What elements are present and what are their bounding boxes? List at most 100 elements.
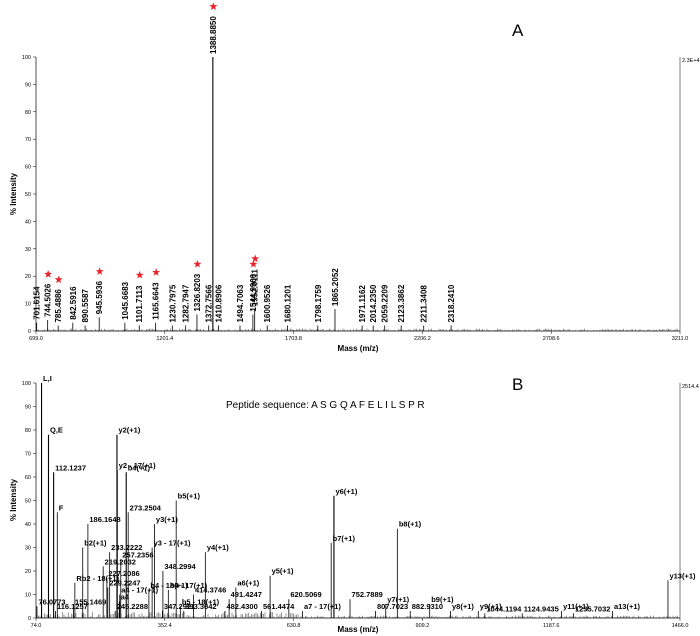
panel-b-y-tick-label: 90 [25, 405, 31, 411]
peak-star-marker [44, 270, 53, 278]
panel-a-y-tick-label: 10 [25, 302, 31, 308]
peak-label: 1372.7566 [205, 284, 214, 322]
peak-label: y13(+1) [669, 571, 696, 580]
peak-label: 116.1257 [57, 602, 88, 611]
peak-label: b7(+1) [333, 534, 356, 543]
panel-a-x-tick-label: 2708.6 [543, 336, 560, 342]
peak-label: 1494.7063 [236, 284, 245, 322]
peak-label: 1230.7975 [168, 284, 177, 322]
panel-b-y-tick-label: 70 [25, 452, 31, 458]
peak-label: 1410.8906 [215, 284, 224, 322]
peak-label: 785.4886 [54, 289, 63, 323]
peak-label: y3 - 17(+1) [154, 539, 191, 548]
panel-b-x-tick-label: 630.8 [287, 623, 301, 629]
peak-label: 701.6154 [33, 286, 42, 320]
peak-star-marker [249, 259, 258, 268]
peak-label: y4(+1) [207, 543, 229, 552]
peak-label: 348.2994 [164, 562, 196, 571]
peak-label: b4(+1) [128, 463, 151, 472]
panel-a-y-tick-label: 70 [25, 137, 31, 143]
peak-label: a7 - 17(+1) [304, 602, 341, 611]
peak-label: 1235.7032 [575, 604, 610, 613]
panel-a-right-scale-label: 2.3E+4 [682, 58, 700, 64]
peak-label: y11(+1) [563, 602, 589, 611]
panel-b-y-tick-label: 60 [25, 475, 31, 481]
peak-label: 1101.7113 [135, 285, 144, 322]
panel-b-y-tick-label: 0 [28, 616, 31, 622]
peak-label: 1544.9900 [249, 273, 258, 311]
peak-label: 1552.0111 [251, 269, 260, 306]
panel-a-y-axis-label: % Intensity [9, 172, 18, 215]
peak-label: y8(+1) [452, 602, 474, 611]
peak-label: 842.5916 [69, 286, 78, 320]
peak-label: 1600.9526 [263, 284, 272, 322]
peak-label: 186.1648 [89, 515, 120, 524]
peak-label: 2318.2410 [447, 284, 456, 322]
peak-label: 561.4474 [263, 602, 295, 611]
peak-label: 227.2086 [108, 569, 139, 578]
panel-a-x-tick-label: 2206.2 [414, 336, 431, 342]
panel-a-y-tick-label: 50 [25, 192, 31, 198]
panel-b-x-tick-label: 74.0 [31, 623, 42, 629]
peak-label: y5(+1) [272, 567, 294, 576]
panel-a-y-tick-label: 60 [25, 165, 31, 171]
panel-b-y-tick-label: 50 [25, 499, 31, 505]
peak-label: 482.4300 [226, 602, 257, 611]
panel-a-letter: A [512, 21, 524, 40]
panel-b-x-tick-label: 1466.0 [672, 623, 689, 629]
peak-label: 393.3642 [185, 602, 216, 611]
peak-label: a6(+1) [237, 578, 259, 587]
peak-label: a4 - 17(+1) [121, 586, 158, 595]
peak-label: 1045.6683 [121, 281, 130, 319]
peak-label: 76.0773 [38, 597, 65, 606]
peak-label: 752.7889 [352, 590, 383, 599]
panel-a-x-axis-label: Mass (m/z) [338, 344, 379, 353]
peak-label: Q,E [50, 426, 63, 435]
panel-a-y-tick-label: 80 [25, 110, 31, 116]
peak-label: 273.2504 [130, 503, 162, 512]
peak-label: 1388.8850 [209, 16, 218, 54]
panel-a-y-tick-label: 30 [25, 247, 31, 253]
panel-b-y-tick-label: 40 [25, 522, 31, 528]
peak-label: 414.3746 [195, 586, 226, 595]
peak-label: y6(+1) [335, 487, 357, 496]
panel-b-peptide-sequence: Peptide sequence: A S G Q A F E L I L S … [226, 400, 425, 411]
peak-label: 807.7023 [377, 602, 408, 611]
peak-star-marker [135, 270, 144, 279]
peak-star-marker [251, 254, 260, 263]
peak-label: 1165.6643 [152, 282, 161, 320]
peak-label: a4 [121, 593, 130, 602]
panel-a-x-tick-label: 1201.4 [156, 336, 173, 342]
peak-label: 2059.2209 [381, 284, 390, 322]
peak-label: F [59, 503, 64, 512]
peak-label: y2(+1) [118, 426, 140, 435]
panel-a: A 2.3E+4 % Intensity Mass (m/z) 0 10 20 30 4… [9, 2, 700, 353]
peak-label: 1798.1759 [314, 284, 323, 322]
peak-label: y3(+1) [156, 515, 178, 524]
panel-b-x-axis-label: Mass (m/z) [338, 625, 379, 634]
peak-label: 1282.7947 [182, 284, 191, 322]
peak-label: a13(+1) [614, 602, 641, 611]
panel-b-right-scale-label: 2514.4 [682, 384, 699, 390]
peak-label: 219.2032 [105, 557, 136, 566]
peak-label: 1044.1194 [486, 604, 522, 613]
peak-label: 245.2288 [117, 602, 148, 611]
peak-label: 1865.2052 [331, 268, 340, 306]
panel-a-y-tick-label: 20 [25, 274, 31, 280]
panel-b-y-axis-label: % Intensity [9, 478, 18, 521]
peak-label: 155.1469 [75, 597, 106, 606]
peak-label: b8(+1) [399, 520, 422, 529]
peak-label: 233.2222 [111, 543, 142, 552]
peak-label: y2 - 17(+1) [119, 461, 156, 470]
peak-label: 1326.8203 [193, 273, 202, 311]
panel-a-baseline-noise [36, 328, 678, 331]
panel-a-x-tick-label: 1703.8 [285, 336, 302, 342]
peak-star-marker [193, 259, 202, 268]
peak-label: L,I [43, 374, 52, 383]
peak-label: 1680.1201 [284, 284, 293, 322]
panel-a-x-tick-label: 699.0 [29, 336, 43, 342]
peak-star-marker [54, 275, 63, 284]
panel-b-x-tick-label: 1187.6 [543, 623, 559, 629]
panel-a-y-tick-label: 0 [28, 329, 31, 335]
peak-label: 882.9310 [412, 602, 443, 611]
